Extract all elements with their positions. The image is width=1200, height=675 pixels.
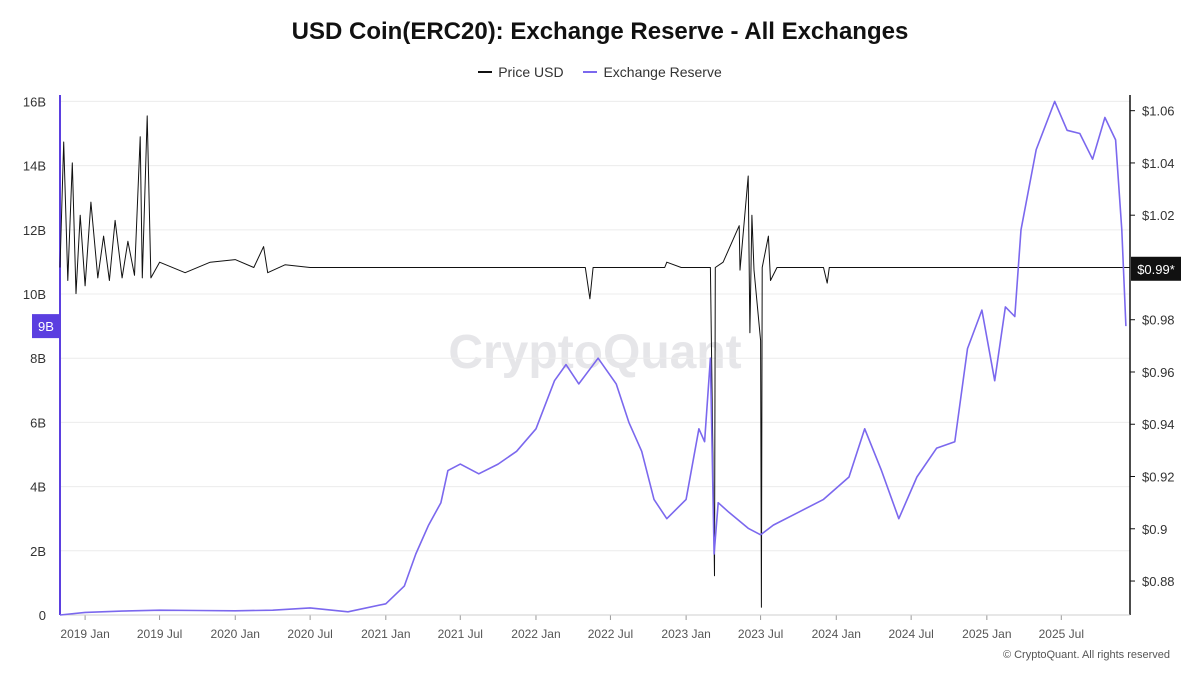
x-tick-label: 2021 Jan bbox=[361, 627, 410, 641]
right-current-value-label: $0.99* bbox=[1137, 262, 1175, 277]
legend-label-reserve: Exchange Reserve bbox=[603, 64, 722, 80]
y-right-tick-label: $1.06 bbox=[1142, 104, 1175, 119]
y-left-tick-label: 10B bbox=[23, 287, 46, 302]
x-tick-label: 2023 Jul bbox=[738, 627, 783, 641]
y-right-tick-label: $0.9 bbox=[1142, 522, 1167, 537]
chart-title: USD Coin(ERC20): Exchange Reserve - All … bbox=[291, 18, 909, 45]
y-right-tick-label: $0.92 bbox=[1142, 470, 1175, 485]
legend-swatch-price bbox=[478, 71, 493, 73]
y-left-tick-label: 4B bbox=[30, 480, 46, 495]
x-tick-label: 2025 Jul bbox=[1039, 627, 1084, 641]
y-right-tick-label: $0.98 bbox=[1142, 313, 1175, 328]
x-tick-label: 2021 Jul bbox=[438, 627, 483, 641]
left-current-value-badge bbox=[32, 314, 60, 339]
x-tick-label: 2019 Jul bbox=[137, 627, 182, 641]
y-left-tick-label: 8B bbox=[30, 351, 46, 366]
exchange-reserve-line bbox=[59, 100, 1127, 616]
x-tick-label: 2024 Jan bbox=[812, 627, 861, 641]
x-tick-label: 2025 Jan bbox=[962, 627, 1011, 641]
y-left-tick-label: 2B bbox=[30, 544, 46, 559]
y-right-tick-label: $1.04 bbox=[1142, 156, 1175, 171]
x-tick-label: 2020 Jul bbox=[287, 627, 332, 641]
y-left-tick-label: 16B bbox=[23, 94, 46, 109]
x-tick-label: 2024 Jul bbox=[888, 627, 933, 641]
left-current-value-label: 9B bbox=[38, 319, 54, 334]
copyright-footer: © CryptoQuant. All rights reserved bbox=[1002, 649, 1170, 661]
y-right-tick-label: $0.88 bbox=[1142, 574, 1175, 589]
x-tick-label: 2022 Jul bbox=[588, 627, 633, 641]
right-current-value-badge bbox=[1131, 256, 1181, 281]
y-left-tick-label: 14B bbox=[23, 159, 46, 174]
legend-label-price: Price USD bbox=[498, 64, 564, 80]
x-tick-label: 2019 Jan bbox=[60, 627, 109, 641]
y-right-tick-label: $0.96 bbox=[1142, 365, 1175, 380]
legend-item-reserve[interactable]: Exchange Reserve bbox=[583, 64, 722, 80]
x-tick-label: 2023 Jan bbox=[661, 627, 710, 641]
watermark-text: CryptoQuant bbox=[448, 326, 741, 379]
y-left-tick-label: 12B bbox=[23, 223, 46, 238]
y-left-tick-label: 0 bbox=[39, 608, 46, 623]
x-tick-label: 2022 Jan bbox=[511, 627, 560, 641]
price-usd-line bbox=[59, 115, 1130, 608]
x-tick-label: 2020 Jan bbox=[211, 627, 260, 641]
y-left-tick-label: 6B bbox=[30, 415, 46, 430]
legend-item-price[interactable]: Price USD bbox=[478, 64, 564, 80]
legend-swatch-reserve bbox=[583, 71, 598, 73]
y-right-tick-label: $0.94 bbox=[1142, 417, 1175, 432]
y-right-tick-label: $1.02 bbox=[1142, 208, 1175, 223]
chart-legend: Price USD Exchange Reserve bbox=[0, 60, 1200, 80]
